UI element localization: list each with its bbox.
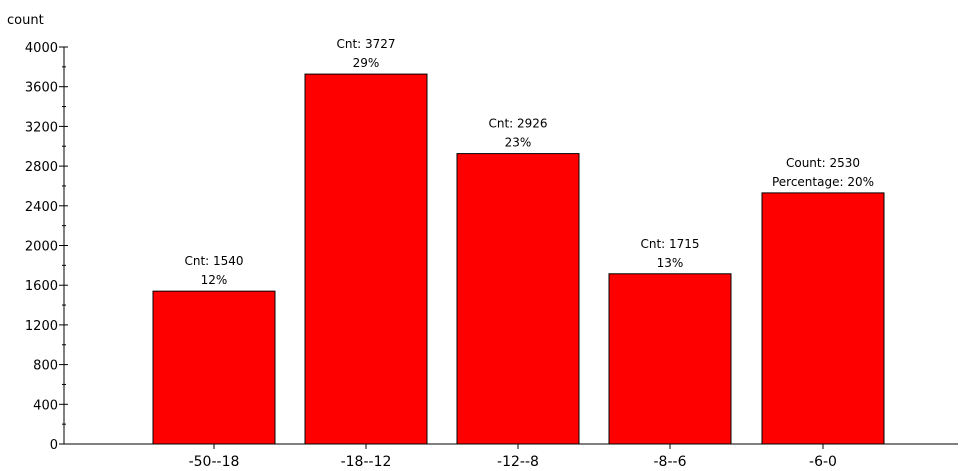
x-tick-label: -12--8 (497, 454, 539, 470)
bar-value-label: Cnt: 1715 (640, 237, 699, 251)
bar--8--6 (608, 273, 732, 445)
bar-percent-label: 23% (505, 136, 532, 150)
bars (152, 73, 885, 445)
bar--18--12 (304, 73, 428, 445)
bar-value-label: Cnt: 1540 (184, 254, 243, 268)
y-tick-label: 1600 (25, 279, 58, 294)
y-tick-label: 3600 (25, 81, 58, 96)
y-tick-label: 3200 (25, 120, 58, 135)
y-tick-label: 400 (33, 398, 58, 413)
y-tick-label: 800 (33, 359, 58, 374)
bar--6-0 (761, 192, 885, 445)
x-tick-label: -18--12 (341, 454, 392, 470)
x-axis: -50--18 -18--12 -12--8 -8--6 -6-0 (64, 443, 958, 470)
bar-percent-label: 12% (201, 273, 228, 287)
y-tick-label: 4000 (25, 41, 58, 56)
bar--50--18 (152, 290, 276, 445)
bar-percent-label: 13% (657, 256, 684, 270)
bar--12--8 (456, 153, 580, 445)
x-tick-label: -6-0 (809, 454, 837, 470)
y-axis: 0 400 800 1200 1600 2000 2400 2800 3200 3600 4000 (25, 41, 68, 453)
y-tick-label: 0 (50, 438, 58, 453)
bar-percent-label: 29% (353, 56, 380, 70)
y-tick-label: 2400 (25, 200, 58, 215)
y-tick-label: 1200 (25, 319, 58, 334)
y-axis-title: count (7, 13, 44, 28)
x-tick-label: -50--18 (189, 454, 240, 470)
bar-value-label: Count: 2530 (786, 156, 860, 170)
data-labels: Cnt: 1540 12% Cnt: 3727 29% Cnt: 2926 23% Cnt:… (184, 37, 874, 287)
bar-value-label: Cnt: 2926 (488, 117, 547, 131)
y-tick-label: 2800 (25, 160, 58, 175)
y-tick-label: 2000 (25, 240, 58, 255)
bar-percent-label: Percentage: 20% (772, 175, 874, 189)
x-tick-label: -8--6 (654, 454, 687, 470)
bar-value-label: Cnt: 3727 (336, 37, 395, 51)
